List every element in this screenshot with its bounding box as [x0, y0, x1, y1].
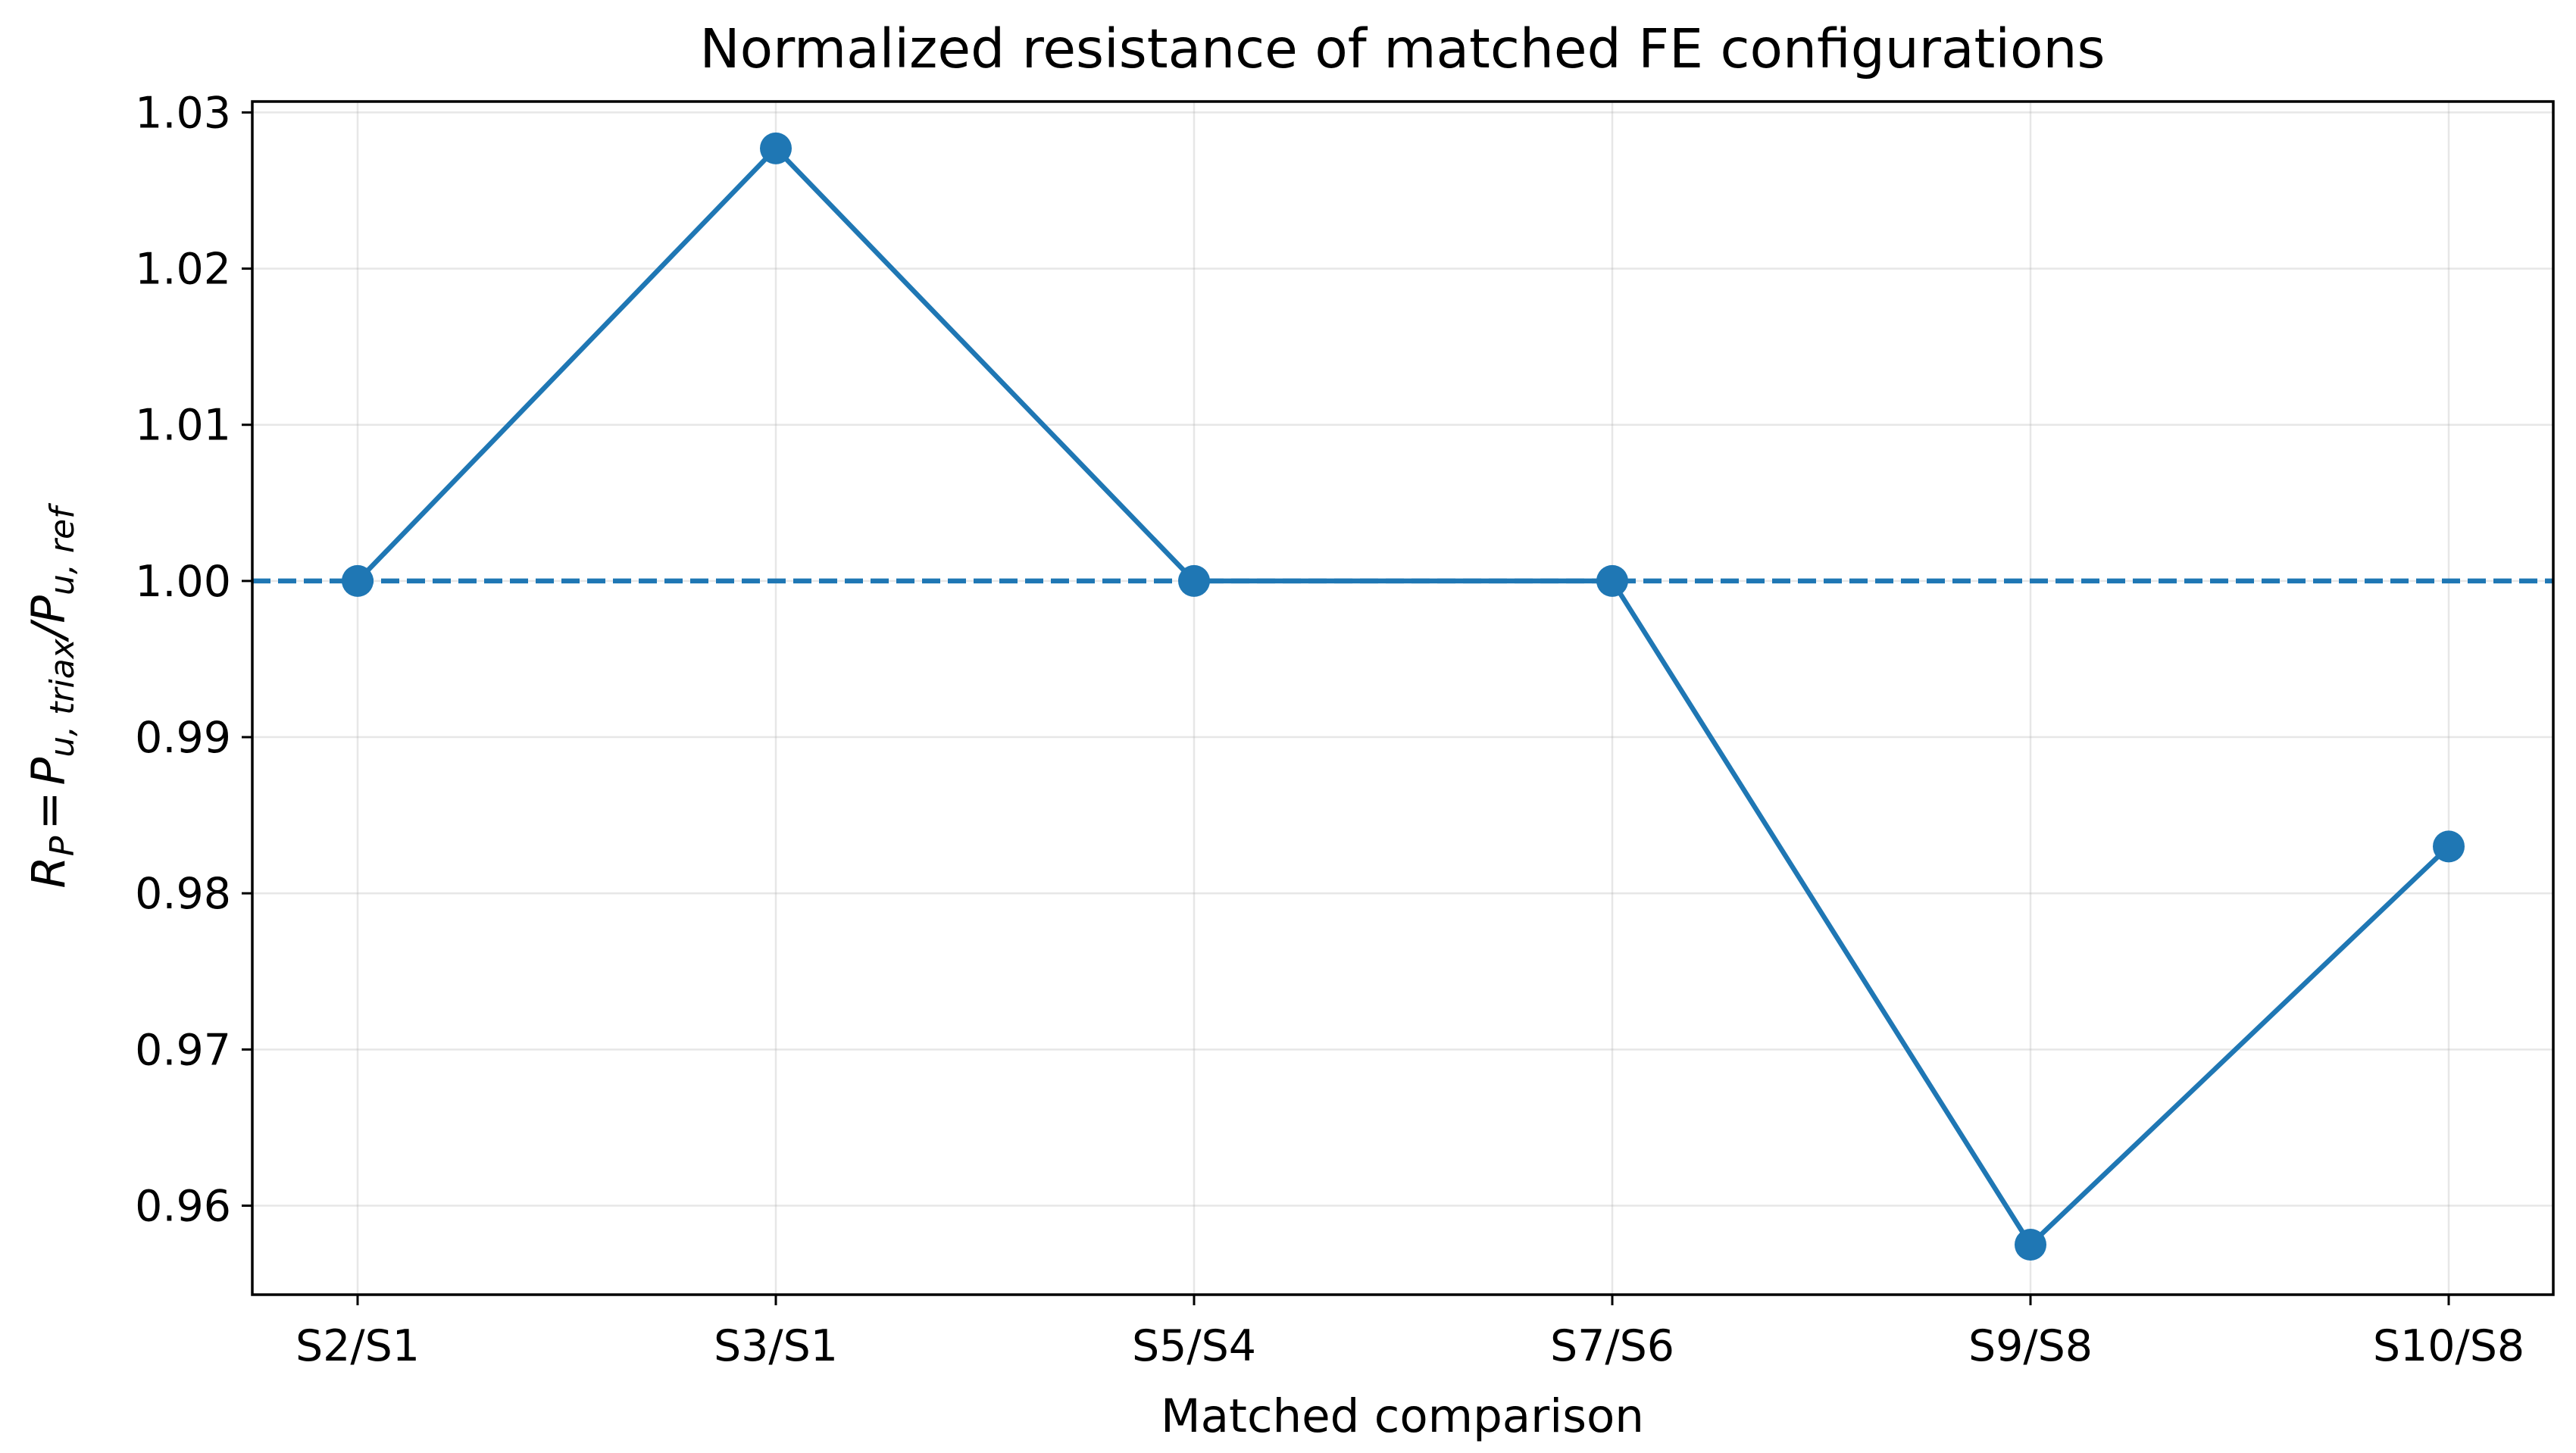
y-label-p2-sub: u, ref — [43, 502, 82, 595]
y-axis-label: RP=Pu, triax/Pu, ref — [22, 502, 82, 889]
y-tick-label: 0.98 — [135, 869, 231, 919]
data-point — [1596, 564, 1628, 597]
y-label-r-sub: P — [43, 836, 82, 856]
series-line — [355, 145, 2452, 1248]
plot-frame — [251, 100, 2555, 1296]
y-label-p2: P — [22, 595, 76, 623]
data-point — [1178, 564, 1210, 597]
data-point — [2433, 830, 2465, 863]
x-tick-label: S10/S8 — [2373, 1321, 2524, 1371]
x-axis-label: Matched comparison — [1161, 1389, 1644, 1443]
data-point — [342, 564, 374, 597]
x-tick-label: S3/S1 — [714, 1321, 838, 1371]
x-axis: S2/S1 S3/S1 S5/S4 S7/S6 S9/S8 S10/S8 — [295, 1295, 2524, 1371]
y-label-p1-sub: u, triax — [43, 638, 82, 757]
y-label-p1: P — [22, 758, 76, 786]
y-axis: 0.96 0.97 0.98 0.99 1.00 1.01 1.02 1.03 — [135, 88, 252, 1231]
y-tick-label: 1.00 — [135, 557, 231, 607]
x-tick-label: S2/S1 — [295, 1321, 420, 1371]
y-label-r: R — [22, 856, 76, 888]
y-tick-label: 0.97 — [135, 1025, 231, 1075]
y-tick-label: 1.03 — [135, 88, 231, 138]
y-tick-label: 1.02 — [135, 245, 231, 295]
y-tick-label: 1.01 — [135, 401, 231, 451]
data-point — [2015, 1229, 2046, 1261]
y-tick-label: 0.96 — [135, 1181, 231, 1231]
data-point — [760, 132, 792, 164]
chart-title: Normalized resistance of matched FE conf… — [700, 17, 2106, 80]
x-tick-label: S5/S4 — [1132, 1321, 1256, 1371]
y-label-eq: = — [22, 792, 76, 830]
x-tick-label: S7/S6 — [1550, 1321, 1674, 1371]
x-tick-label: S9/S8 — [1968, 1321, 2093, 1371]
y-tick-label: 0.99 — [135, 713, 231, 763]
series-group — [342, 132, 2465, 1261]
